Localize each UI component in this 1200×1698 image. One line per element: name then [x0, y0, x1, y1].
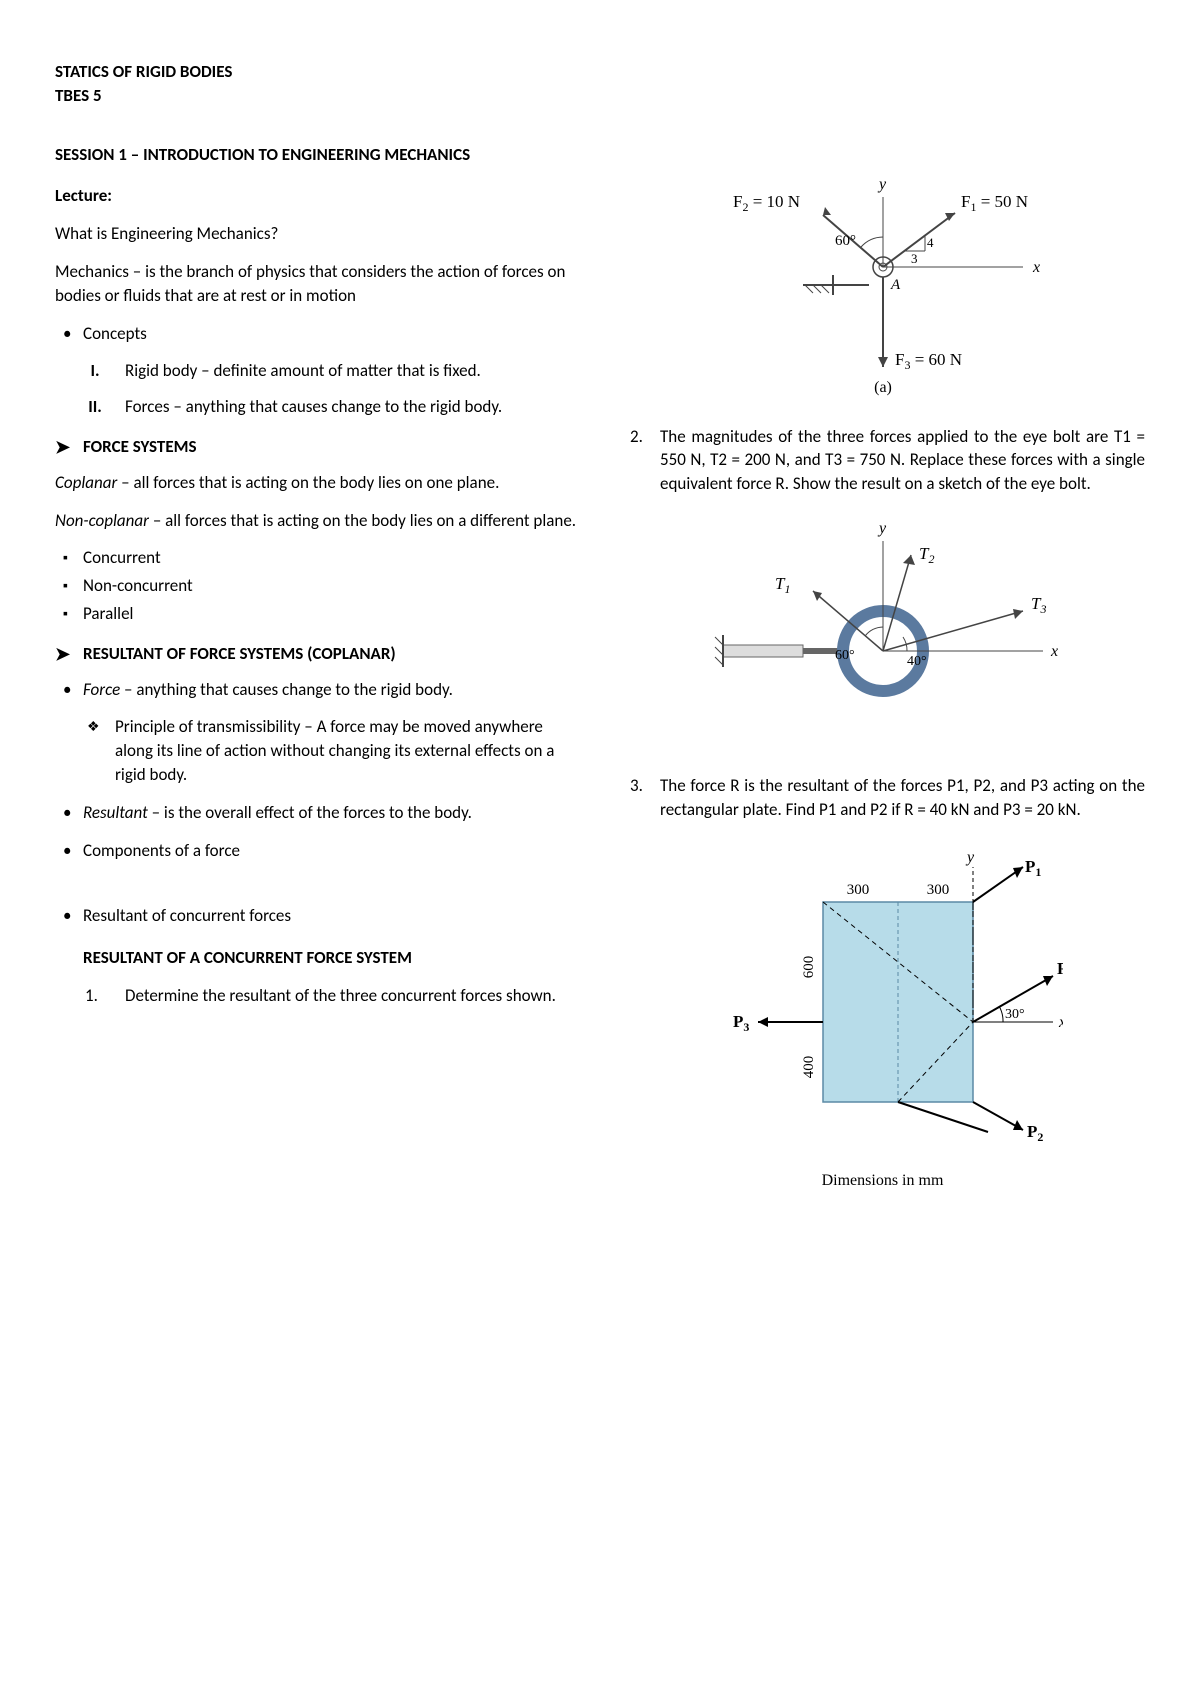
problem-2: 2.The magnitudes of the three forces app… — [660, 425, 1145, 496]
svg-text:30°: 30° — [1005, 1007, 1025, 1022]
lecture-label: Lecture: — [55, 184, 580, 208]
problem-3: 3.The force R is the resultant of the fo… — [660, 774, 1145, 822]
coplanar-def: Coplanar – all forces that is acting on … — [55, 471, 580, 495]
x-axis-label: x — [1032, 259, 1040, 276]
svg-text:P1: P1 — [1025, 857, 1041, 879]
concept-item-1: I.Rigid body – definite amount of matter… — [125, 359, 580, 383]
resultant-heading: RESULTANT OF FORCE SYSTEMS (COPLANAR) — [55, 642, 580, 666]
list-item: Concurrent — [83, 546, 580, 570]
svg-text:x: x — [1058, 1014, 1063, 1031]
concurrent-force-heading: RESULTANT OF A CONCURRENT FORCE SYSTEM — [83, 946, 580, 970]
fig3-caption: Dimensions in mm — [620, 1170, 1145, 1192]
session-title: SESSION 1 – INTRODUCTION TO ENGINEERING … — [55, 143, 580, 167]
svg-text:R: R — [1057, 959, 1063, 978]
origin-label: A — [890, 277, 901, 293]
svg-text:600: 600 — [801, 955, 817, 978]
f1-label: F1 = 50 N — [961, 192, 1028, 214]
svg-text:40°: 40° — [907, 654, 927, 669]
svg-text:T1: T1 — [775, 574, 790, 596]
force-system-types: Concurrent Non-concurrent Parallel — [55, 546, 580, 625]
course-title: STATICS OF RIGID BODIES — [55, 60, 1145, 84]
course-code: TBES 5 — [55, 84, 1145, 108]
svg-text:P2: P2 — [1027, 1122, 1043, 1142]
y-axis-label: y — [877, 176, 887, 193]
figure-3: 300 300 600 400 x y P1 — [620, 842, 1145, 1192]
svg-text:60°: 60° — [835, 648, 855, 663]
force-systems-heading: FORCE SYSTEMS — [55, 435, 580, 459]
svg-text:y: y — [877, 520, 887, 537]
list-item: Non-concurrent — [83, 574, 580, 598]
svg-text:y: y — [965, 849, 975, 866]
f2-label: F2 = 10 N — [733, 192, 800, 214]
mechanics-definition: Mechanics – is the branch of physics tha… — [55, 260, 580, 308]
svg-text:300: 300 — [846, 882, 869, 898]
svg-text:400: 400 — [801, 1055, 817, 1078]
force-def-bullet: Force – anything that causes change to t… — [83, 678, 580, 702]
question-engineering-mechanics: What is Engineering Mechanics? — [55, 222, 580, 246]
transmissibility-item: Principle of transmissibility – A force … — [115, 715, 580, 786]
svg-text:P3: P3 — [733, 1012, 749, 1034]
list-item: Parallel — [83, 602, 580, 626]
problem-1: 1.Determine the resultant of the three c… — [125, 984, 580, 1008]
left-column: SESSION 1 – INTRODUCTION TO ENGINEERING … — [55, 143, 580, 1192]
angle-60: 60° — [835, 233, 856, 249]
resultant-concurrent-bullet: Resultant of concurrent forces — [83, 904, 580, 928]
fig1-caption: (a) — [874, 379, 892, 396]
components-bullet: Components of a force — [83, 839, 580, 863]
svg-text:T2: T2 — [919, 544, 934, 566]
concepts-list: I.Rigid body – definite amount of matter… — [55, 359, 580, 419]
concept-item-2: II.Forces – anything that causes change … — [125, 395, 580, 419]
f3-label: F3 = 60 N — [895, 350, 962, 372]
resultant-def-bullet: Resultant – is the overall effect of the… — [83, 801, 580, 825]
noncoplanar-def: Non-coplanar – all forces that is acting… — [55, 509, 580, 533]
concepts-bullet: Concepts — [83, 322, 580, 346]
slope-4: 4 — [927, 235, 934, 250]
figure-2: x y T1 T2 T3 60° — [620, 516, 1145, 746]
slope-3: 3 — [911, 251, 918, 266]
svg-text:T3: T3 — [1031, 594, 1046, 616]
svg-text:x: x — [1050, 643, 1058, 660]
figure-1: x y A F2 = 10 N 60° F1 = 50 N — [620, 157, 1145, 397]
svg-text:300: 300 — [926, 882, 949, 898]
right-column: x y A F2 = 10 N 60° F1 = 50 N — [620, 143, 1145, 1192]
